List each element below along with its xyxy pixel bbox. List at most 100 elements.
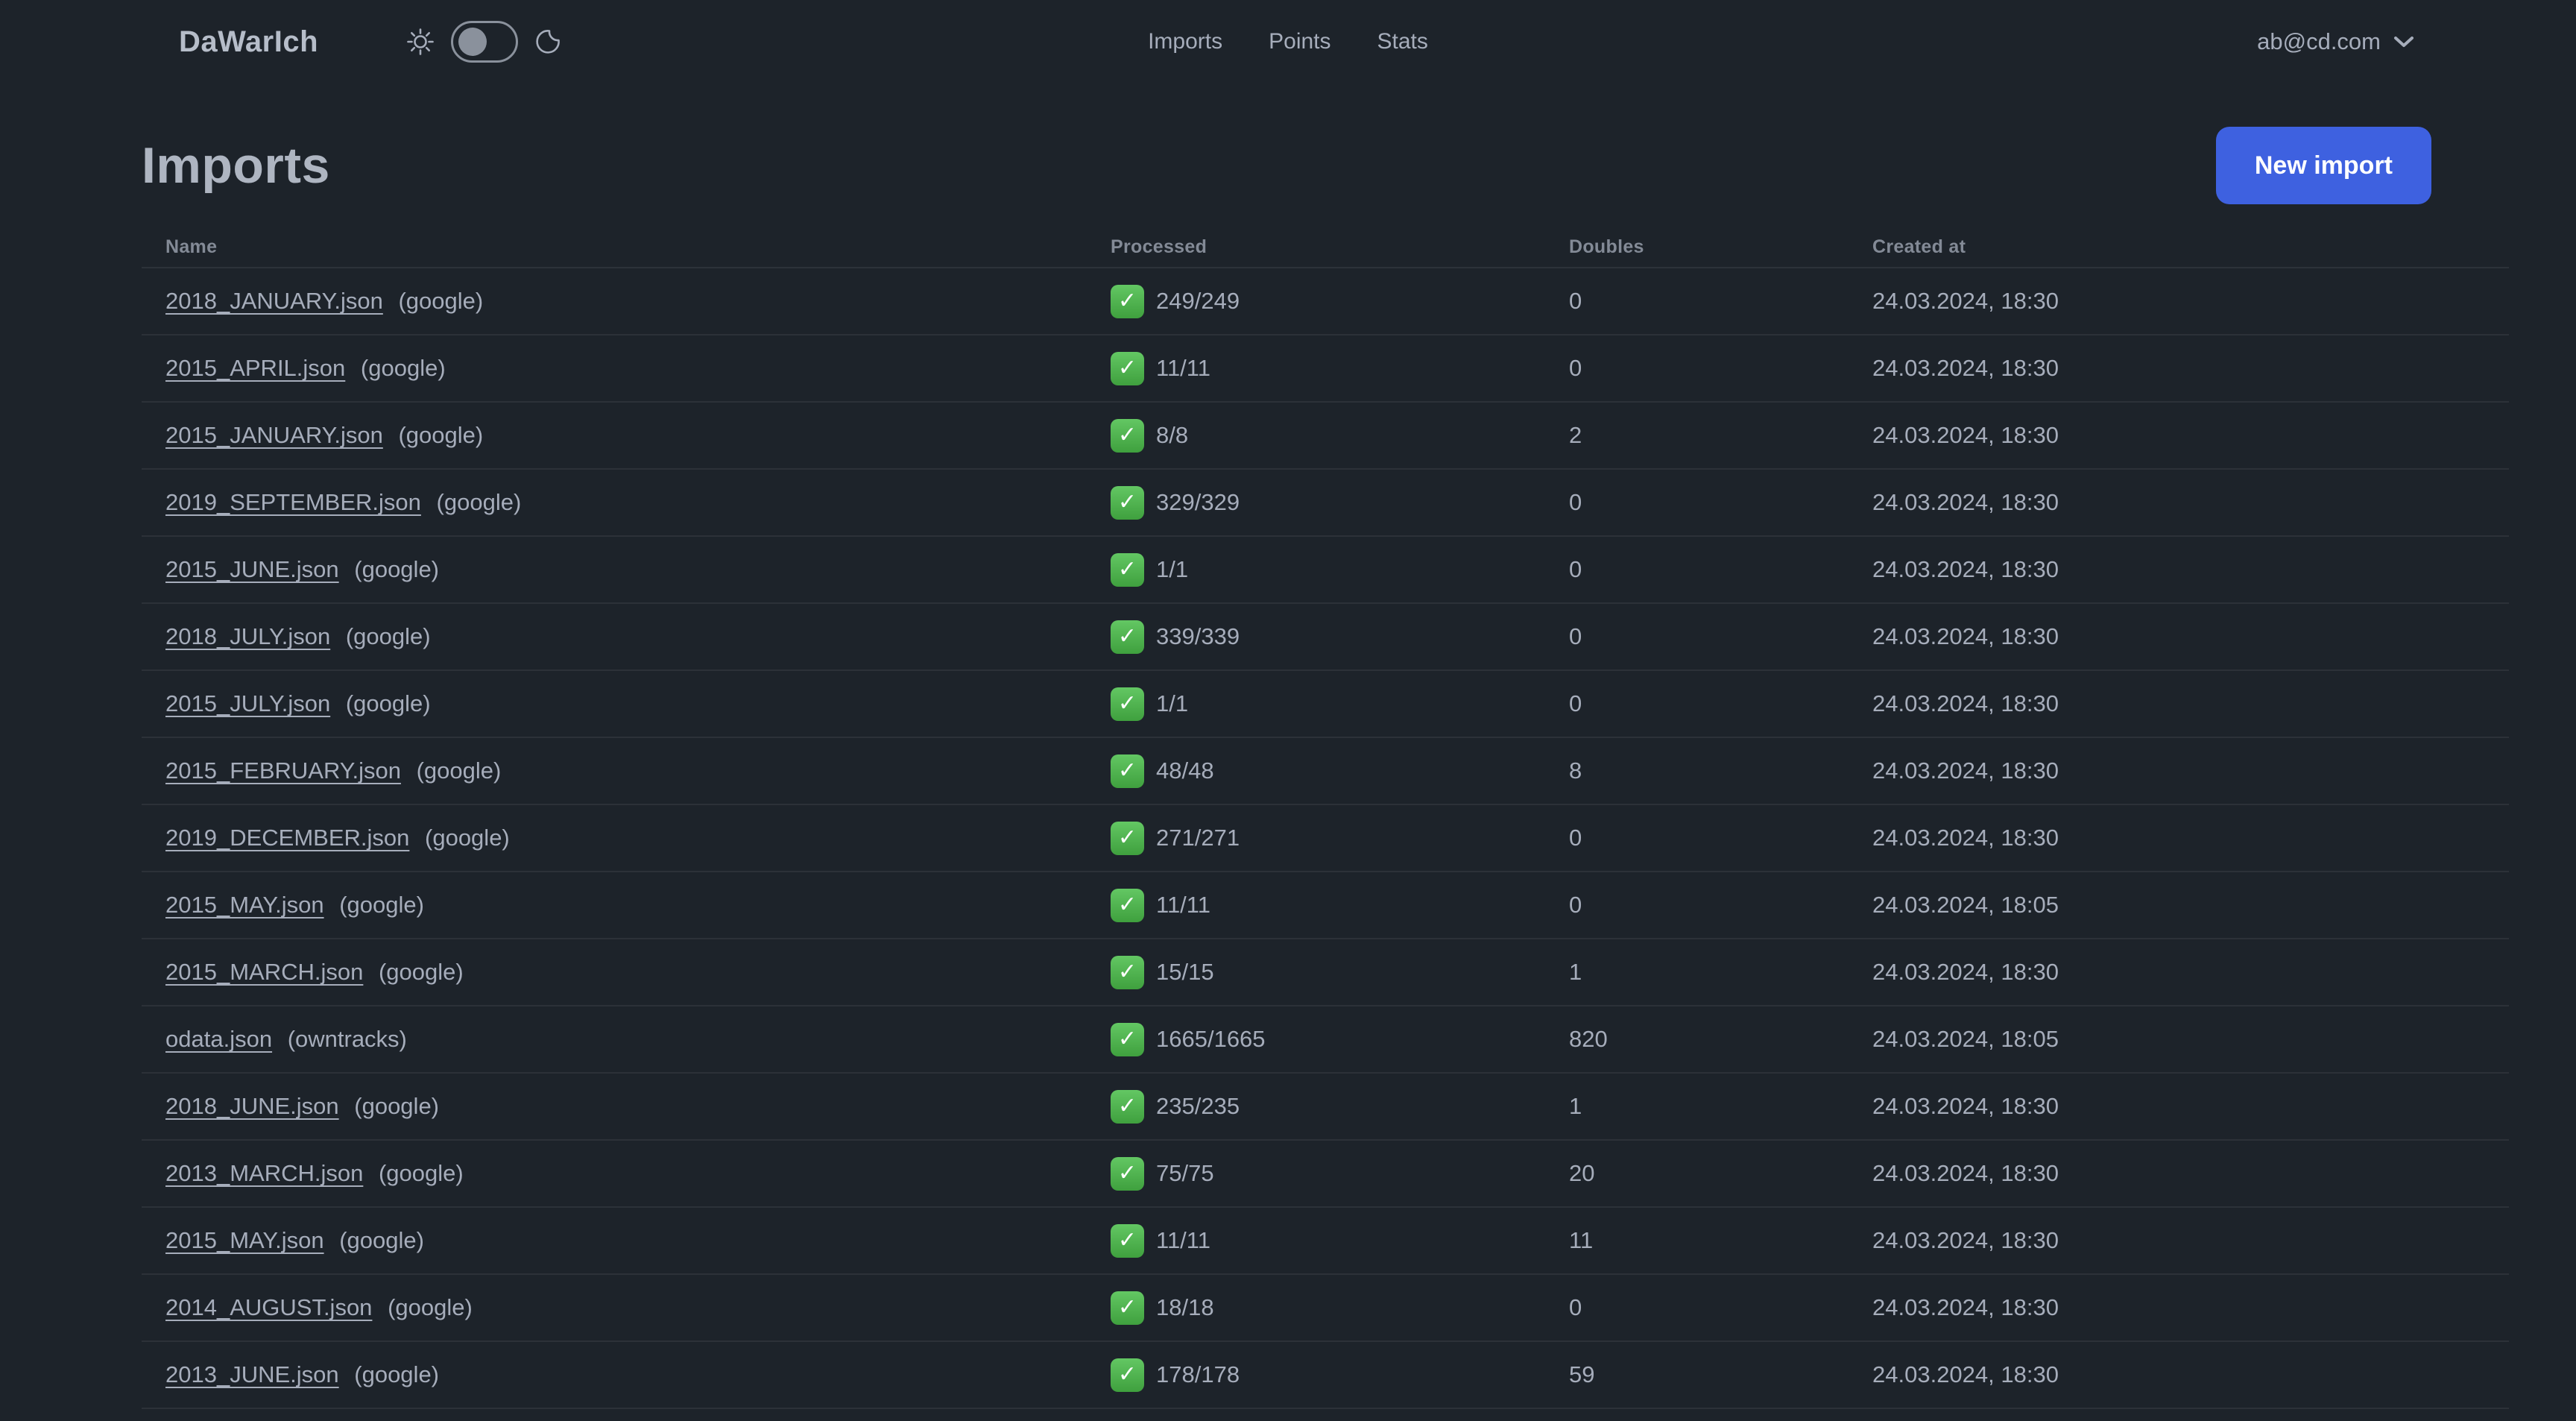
created-at: 24.03.2024, 18:30 — [1872, 489, 2059, 515]
import-source: (google) — [378, 959, 464, 985]
import-row: 2015_JUNE.json (google) 1/1 0 24.03.2024… — [142, 537, 2509, 604]
processed-count: 339/339 — [1156, 623, 1240, 649]
doubles-count: 0 — [1569, 690, 1582, 716]
created-at: 24.03.2024, 18:30 — [1872, 757, 2059, 784]
main-nav: Imports Points Stats — [1148, 0, 1428, 84]
success-check-icon — [1111, 955, 1144, 989]
import-processed-cell: 249/249 — [1111, 284, 1569, 318]
import-file-link[interactable]: 2015_JULY.json — [165, 690, 331, 716]
import-source: (google) — [425, 825, 510, 851]
import-source: (owntracks) — [287, 1026, 407, 1052]
nav-link-stats[interactable]: Stats — [1377, 29, 1428, 54]
created-at: 24.03.2024, 18:30 — [1872, 959, 2059, 985]
import-file-link[interactable]: 2013_JUNE.json — [165, 1361, 339, 1387]
created-at: 24.03.2024, 18:30 — [1872, 1294, 2059, 1320]
nav-link-imports[interactable]: Imports — [1148, 29, 1223, 54]
import-source: (google) — [378, 1160, 464, 1186]
import-source: (google) — [345, 623, 431, 649]
import-file-link[interactable]: 2014_AUGUST.json — [165, 1294, 373, 1320]
import-file-link[interactable]: 2015_MAY.json — [165, 1227, 324, 1253]
import-source: (google) — [354, 1093, 440, 1119]
import-processed-cell: 271/271 — [1111, 821, 1569, 855]
import-source: (google) — [339, 1227, 424, 1253]
import-file-link[interactable]: 2013_MARCH.json — [165, 1160, 364, 1186]
import-name-cell: 2013_MARCH.json (google) — [165, 1160, 1111, 1187]
success-check-icon — [1111, 754, 1144, 788]
import-row: 2013_JUNE.json (google) 178/178 59 24.03… — [142, 1342, 2509, 1409]
import-file-link[interactable]: 2015_JUNE.json — [165, 556, 339, 582]
import-file-link[interactable]: 2015_FEBRUARY.json — [165, 757, 401, 784]
processed-count: 235/235 — [1156, 1093, 1240, 1119]
import-file-link[interactable]: 2019_SEPTEMBER.json — [165, 489, 421, 515]
processed-count: 75/75 — [1156, 1160, 1214, 1186]
processed-count: 15/15 — [1156, 959, 1214, 985]
processed-count: 11/11 — [1156, 892, 1210, 918]
import-name-cell: 2019_SEPTEMBER.json (google) — [165, 489, 1111, 516]
import-row: 2019_SEPTEMBER.json (google) 329/329 0 2… — [142, 470, 2509, 537]
import-processed-cell: 18/18 — [1111, 1291, 1569, 1325]
import-row: 2019_DECEMBER.json (google) 271/271 0 24… — [142, 805, 2509, 872]
top-navigation: DaWarIch Imports Points — [0, 0, 2576, 84]
import-source: (google) — [436, 489, 522, 515]
import-file-link[interactable]: 2018_JULY.json — [165, 623, 331, 649]
doubles-count: 20 — [1569, 1160, 1595, 1186]
import-file-link[interactable]: 2015_MAY.json — [165, 892, 324, 918]
doubles-count: 11 — [1569, 1227, 1594, 1253]
processed-count: 8/8 — [1156, 422, 1189, 448]
import-processed-cell: 15/15 — [1111, 955, 1569, 989]
import-processed-cell: 339/339 — [1111, 620, 1569, 654]
doubles-count: 0 — [1569, 556, 1582, 582]
import-name-cell: 2015_MAY.json (google) — [165, 892, 1111, 919]
theme-switcher — [406, 21, 561, 63]
import-name-cell: 2019_DECEMBER.json (google) — [165, 825, 1111, 851]
nav-link-points[interactable]: Points — [1269, 29, 1331, 54]
created-at: 24.03.2024, 18:30 — [1872, 690, 2059, 716]
column-header-name: Name — [165, 236, 218, 257]
import-source: (google) — [398, 422, 484, 448]
import-file-link[interactable]: 2015_JANUARY.json — [165, 422, 383, 448]
account-menu[interactable]: ab@cd.com — [2257, 28, 2415, 55]
doubles-count: 0 — [1569, 1294, 1582, 1320]
import-processed-cell: 48/48 — [1111, 754, 1569, 788]
import-row: 2013_MARCH.json (google) 75/75 20 24.03.… — [142, 1141, 2509, 1208]
created-at: 24.03.2024, 18:30 — [1872, 623, 2059, 649]
app-logo[interactable]: DaWarIch — [179, 25, 319, 58]
created-at: 24.03.2024, 18:05 — [1872, 1026, 2059, 1052]
theme-toggle[interactable] — [451, 21, 519, 63]
moon-icon — [534, 28, 561, 55]
success-check-icon — [1111, 552, 1144, 587]
import-processed-cell: 1/1 — [1111, 552, 1569, 587]
created-at: 24.03.2024, 18:30 — [1872, 1160, 2059, 1186]
import-file-link[interactable]: 2019_DECEMBER.json — [165, 825, 410, 851]
import-row: 2015_JANUARY.json (google) 8/8 2 24.03.2… — [142, 403, 2509, 470]
created-at: 24.03.2024, 18:30 — [1872, 422, 2059, 448]
import-row: 2015_APRIL.json (google) 11/11 0 24.03.2… — [142, 335, 2509, 403]
new-import-button[interactable]: New import — [2215, 127, 2431, 204]
doubles-count: 2 — [1569, 422, 1582, 448]
import-processed-cell: 235/235 — [1111, 1089, 1569, 1124]
import-name-cell: 2015_FEBRUARY.json (google) — [165, 757, 1111, 784]
import-row-partial — [142, 1409, 2509, 1421]
import-file-link[interactable]: 2015_MARCH.json — [165, 959, 364, 985]
import-name-cell: 2015_MAY.json (google) — [165, 1227, 1111, 1254]
import-file-link[interactable]: 2018_JUNE.json — [165, 1093, 339, 1119]
import-file-link[interactable]: odata.json — [165, 1026, 273, 1052]
import-row: 2015_JULY.json (google) 1/1 0 24.03.2024… — [142, 671, 2509, 738]
theme-toggle-knob — [458, 28, 487, 56]
import-source: (google) — [354, 556, 440, 582]
success-check-icon — [1111, 284, 1144, 318]
import-file-link[interactable]: 2018_JANUARY.json — [165, 288, 383, 314]
doubles-count: 1 — [1569, 1093, 1582, 1119]
import-processed-cell: 11/11 — [1111, 1223, 1569, 1258]
import-file-link[interactable]: 2015_APRIL.json — [165, 355, 346, 381]
success-check-icon — [1111, 1291, 1144, 1325]
success-check-icon — [1111, 418, 1144, 453]
import-row: 2018_JULY.json (google) 339/339 0 24.03.… — [142, 604, 2509, 671]
import-name-cell: 2018_JULY.json (google) — [165, 623, 1111, 650]
doubles-count: 0 — [1569, 355, 1582, 381]
import-name-cell: 2015_JUNE.json (google) — [165, 556, 1111, 583]
created-at: 24.03.2024, 18:30 — [1872, 825, 2059, 851]
doubles-count: 8 — [1569, 757, 1582, 784]
success-check-icon — [1111, 1223, 1144, 1258]
sun-icon — [406, 28, 435, 56]
